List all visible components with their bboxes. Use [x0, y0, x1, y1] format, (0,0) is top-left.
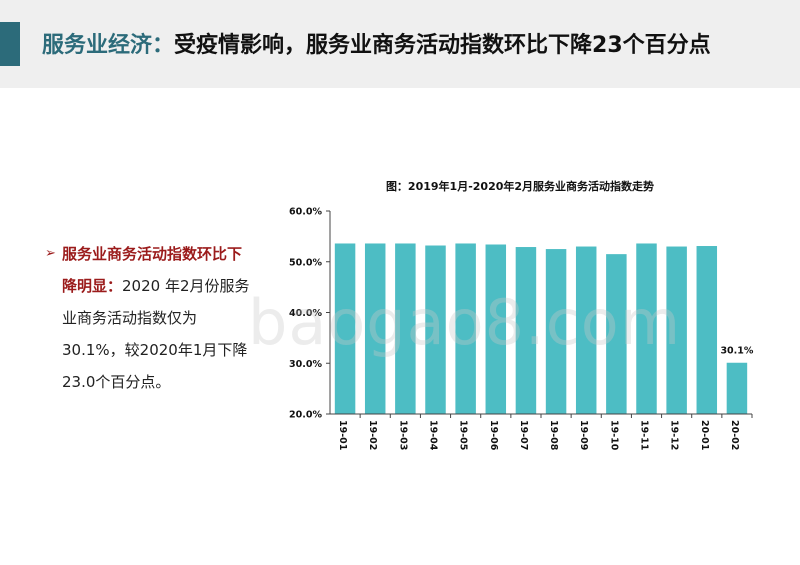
page-title: 服务业经济：受疫情影响，服务业商务活动指数环比下降23个百分点	[42, 28, 711, 64]
x-tick-label: 19-02	[367, 420, 378, 450]
bar-19-01	[334, 243, 356, 414]
page-title-topic: 服务业经济：	[42, 33, 175, 58]
y-tick-label: 60.0%	[289, 207, 322, 218]
bar-19-04	[425, 245, 446, 414]
x-tick-label: 19-05	[458, 420, 469, 450]
bullet-heading: 服务业商务活动指数环比下降明显：	[62, 245, 243, 295]
x-tick-label: 20-01	[699, 420, 710, 450]
x-tick-label: 19-11	[639, 420, 650, 450]
x-tick-label: 19-09	[578, 420, 589, 450]
bar-19-05	[455, 243, 476, 414]
bar-19-11	[636, 243, 657, 414]
y-tick-label: 30.0%	[289, 359, 322, 370]
bar-19-10	[606, 254, 627, 414]
x-tick-label: 19-07	[518, 420, 529, 450]
arrow-bullet-icon: ➢	[45, 246, 56, 261]
page-title-text: 受疫情影响，服务业商务活动指数环比下降23个百分点	[174, 33, 711, 58]
bullet-point: ➢ 服务业商务活动指数环比下降明显：2020 年2月份服务业商务活动指数仅为30…	[45, 238, 255, 398]
bar-19-02	[364, 243, 386, 414]
y-axis: 20.0% 30.0% 40.0% 50.0% 60.0%	[289, 207, 331, 421]
header-accent-bar	[0, 22, 20, 66]
bar-20-01	[696, 246, 718, 414]
x-tick-label: 20-02	[729, 420, 740, 450]
bar-19-06	[485, 244, 507, 414]
data-label: 30.1%	[720, 346, 753, 357]
x-tick-label: 19-12	[669, 420, 680, 450]
bar-19-03	[395, 243, 416, 414]
bar-19-08	[545, 249, 567, 414]
x-tick-label: 19-10	[608, 420, 619, 451]
x-axis: 19-01 19-02 19-03 19-04 19-05 19-06 19-07 19-08…	[330, 413, 753, 451]
bar-20-02	[726, 362, 748, 414]
data-labels: 30.1%	[720, 346, 753, 357]
bar-19-12	[666, 246, 687, 414]
bar-19-09	[575, 246, 597, 414]
y-tick-label: 50.0%	[289, 257, 322, 268]
y-tick-label: 20.0%	[289, 410, 322, 421]
y-tick-label: 40.0%	[289, 308, 322, 319]
chart-title: 图：2019年1月-2020年2月服务业商务活动指数走势	[385, 180, 655, 193]
bullet-body: 2020 年2月份服务业商务活动指数仅为30.1%，较2020年1月下降23.0…	[62, 277, 250, 391]
x-tick-label: 19-06	[488, 420, 499, 451]
x-tick-label: 19-01	[337, 420, 348, 450]
x-tick-label: 19-04	[428, 420, 439, 451]
bullet-text: 服务业商务活动指数环比下降明显：2020 年2月份服务业商务活动指数仅为30.1…	[62, 238, 255, 398]
x-tick-label: 19-03	[397, 420, 408, 450]
header-bar: 服务业经济：受疫情影响，服务业商务活动指数环比下降23个百分点	[0, 0, 800, 88]
bar-19-07	[515, 247, 537, 414]
x-tick-label: 19-08	[548, 420, 559, 451]
bars	[334, 243, 748, 414]
